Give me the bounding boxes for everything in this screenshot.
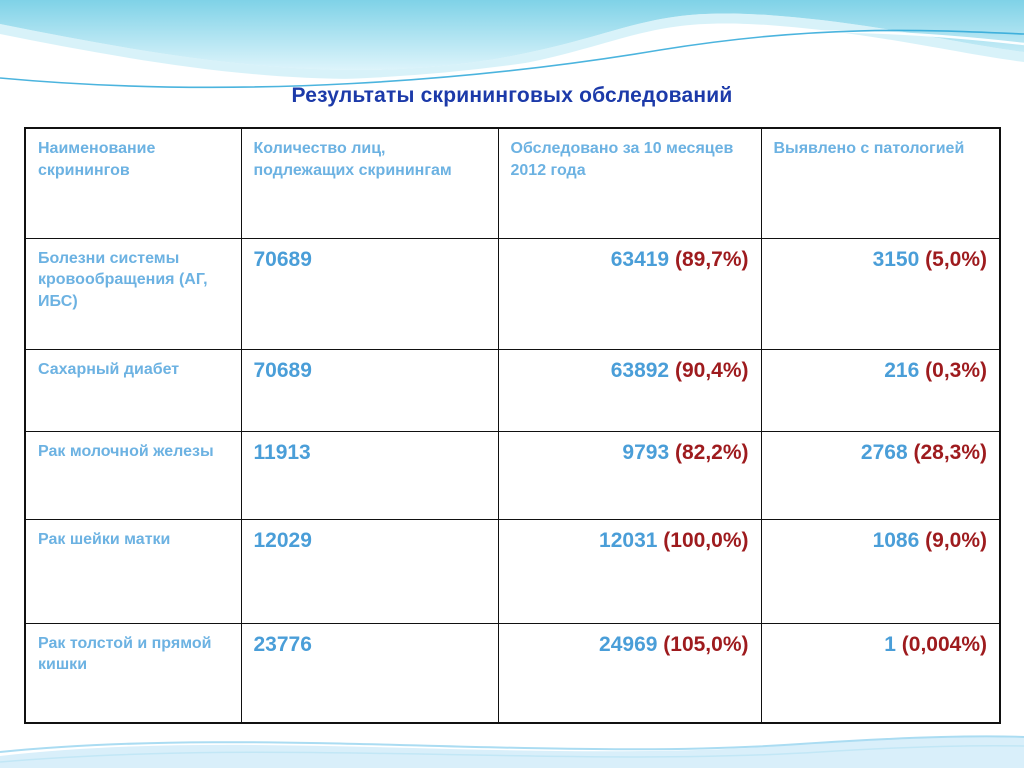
detected-cell: 216 (0,3%) bbox=[760, 348, 1001, 432]
screening-name: Рак шейки матки bbox=[24, 518, 242, 624]
table-row: Сахарный диабет 70689 63892 (90,4%) 216 … bbox=[24, 348, 1001, 432]
examined-cell: 12031 (100,0%) bbox=[497, 518, 762, 624]
subject-count: 70689 bbox=[240, 237, 499, 350]
examined-count: 9793 bbox=[622, 440, 670, 464]
examined-count: 63892 bbox=[610, 358, 670, 382]
detected-count: 1086 bbox=[872, 528, 920, 552]
examined-cell: 63892 (90,4%) bbox=[497, 348, 762, 432]
examined-percent: (100,0%) bbox=[663, 528, 749, 552]
examined-count: 63419 bbox=[610, 247, 670, 271]
detected-cell: 3150 (5,0%) bbox=[760, 237, 1001, 350]
page-title: Результаты скрининговых обследований bbox=[291, 84, 733, 107]
detected-count: 2768 bbox=[860, 440, 908, 464]
screening-name: Рак молочной железы bbox=[24, 430, 242, 520]
examined-count: 24969 bbox=[599, 632, 658, 656]
examined-cell: 24969 (105,0%) bbox=[497, 622, 762, 724]
detected-cell: 1 (0,004%) bbox=[760, 622, 1001, 724]
examined-percent: (105,0%) bbox=[663, 632, 749, 656]
examined-cell: 63419 (89,7%) bbox=[497, 237, 762, 350]
examined-cell: 9793 (82,2%) bbox=[497, 430, 762, 520]
detected-percent: (0,3%) bbox=[925, 358, 987, 382]
table-row: Рак молочной железы 11913 9793 (82,2%) 2… bbox=[24, 430, 1001, 520]
table-row: Рак толстой и прямой кишки 23776 24969 (… bbox=[24, 622, 1001, 724]
header-row: Наименование скринингов Количество лиц, … bbox=[24, 127, 1001, 239]
examined-percent: (90,4%) bbox=[674, 358, 749, 382]
detected-percent: (9,0%) bbox=[925, 528, 987, 552]
table-row: Рак шейки матки 12029 12031 (100,0%) 108… bbox=[24, 518, 1001, 624]
results-table: Наименование скринингов Количество лиц, … bbox=[24, 127, 1001, 724]
screening-name: Сахарный диабет bbox=[24, 348, 242, 432]
examined-percent: (89,7%) bbox=[674, 247, 749, 271]
examined-percent: (82,2%) bbox=[674, 440, 749, 464]
column-header-detected: Выявлено с патологией bbox=[760, 127, 1001, 239]
examined-count: 12031 bbox=[599, 528, 658, 552]
column-header-name: Наименование скринингов bbox=[24, 127, 242, 239]
detected-cell: 1086 (9,0%) bbox=[760, 518, 1001, 624]
screening-name: Болезни системы кровообращения (АГ, ИБС) bbox=[24, 237, 242, 350]
detected-percent: (0,004%) bbox=[901, 632, 987, 656]
column-header-examined: Обследовано за 10 месяцев 2012 года bbox=[497, 127, 762, 239]
subject-count: 11913 bbox=[240, 430, 499, 520]
subject-count: 70689 bbox=[240, 348, 499, 432]
detected-count: 216 bbox=[884, 358, 920, 382]
subject-count: 12029 bbox=[240, 518, 499, 624]
detected-count: 1 bbox=[884, 632, 896, 656]
detected-percent: (28,3%) bbox=[913, 440, 987, 464]
detected-percent: (5,0%) bbox=[925, 247, 987, 271]
table-row: Болезни системы кровообращения (АГ, ИБС)… bbox=[24, 237, 1001, 350]
detected-count: 3150 bbox=[872, 247, 920, 271]
detected-cell: 2768 (28,3%) bbox=[760, 430, 1001, 520]
subject-count: 23776 bbox=[240, 622, 499, 724]
screening-name: Рак толстой и прямой кишки bbox=[24, 622, 242, 724]
column-header-subject: Количество лиц, подлежащих скринингам bbox=[240, 127, 499, 239]
